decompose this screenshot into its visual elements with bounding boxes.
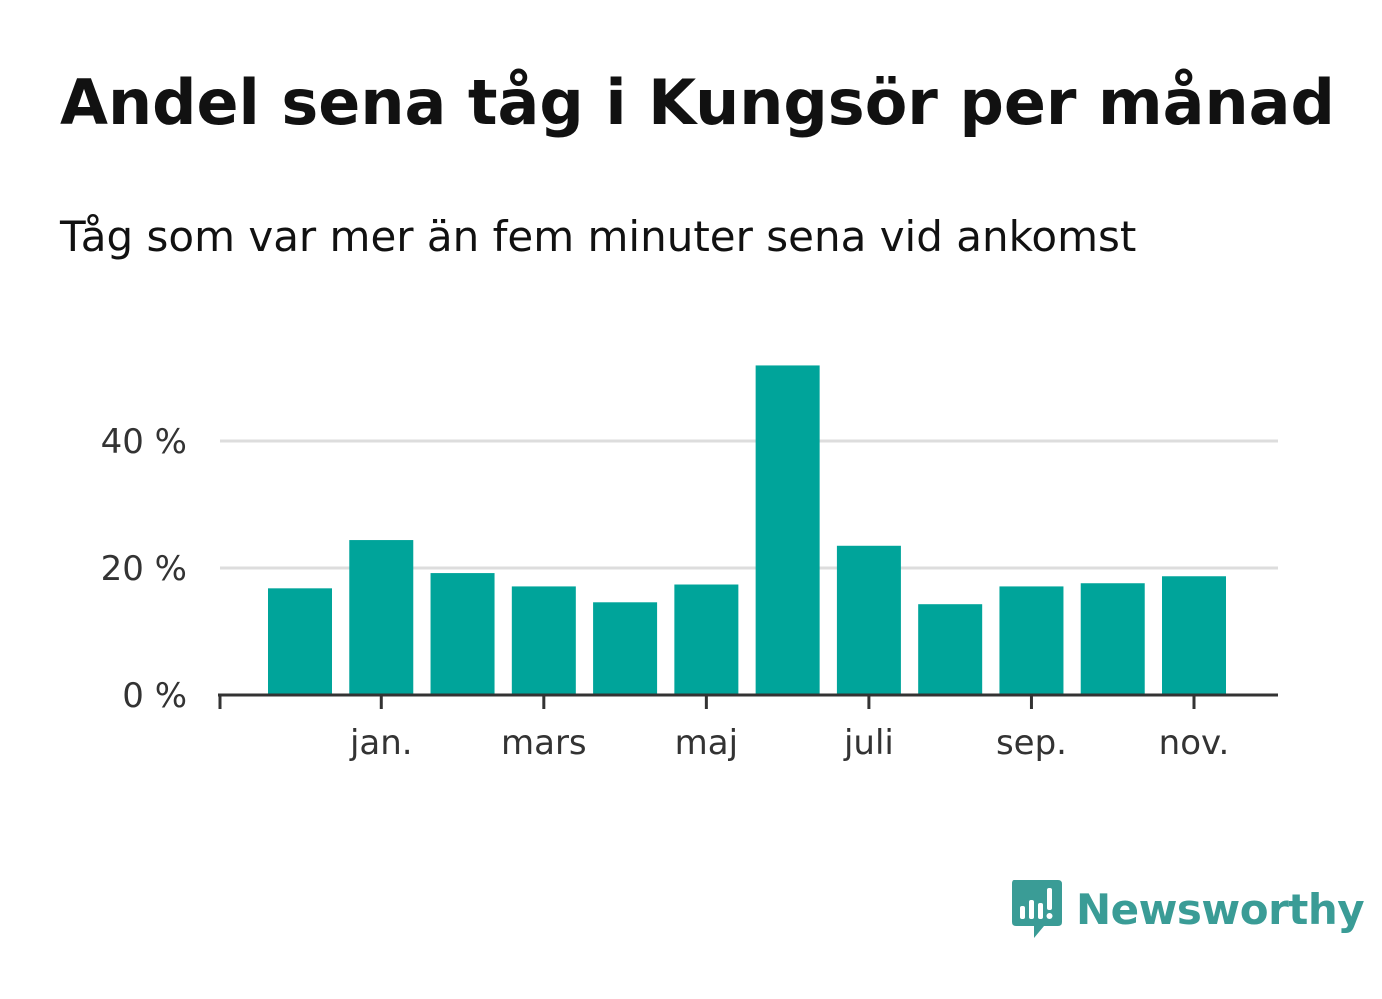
x-axis	[218, 693, 1278, 709]
bar	[349, 540, 414, 695]
newsworthy-chart-bubble-icon	[1012, 880, 1062, 938]
x-tick-label: nov.	[1159, 723, 1230, 763]
x-tick-label: maj	[675, 723, 738, 763]
x-tick-label: jan.	[349, 723, 413, 763]
x-tick-label: sep.	[996, 723, 1067, 763]
chart-title: Andel sena tåg i Kungsör per månad	[60, 66, 1335, 139]
newsworthy-logo: Newsworthy	[1010, 878, 1365, 940]
y-tick-label: 40 %	[101, 422, 187, 462]
bar	[268, 588, 332, 695]
x-tick-label: juli	[843, 723, 894, 763]
bar	[674, 584, 739, 695]
bar	[999, 586, 1064, 695]
bar	[593, 602, 658, 695]
bar	[755, 365, 820, 695]
bar	[1162, 576, 1226, 695]
logo-text: Newsworthy	[1076, 884, 1365, 934]
bar	[511, 586, 576, 695]
y-tick-label: 0 %	[122, 676, 187, 716]
bar	[430, 573, 495, 695]
x-tick-label: mars	[501, 723, 587, 763]
bars	[268, 365, 1226, 695]
bar	[836, 545, 901, 695]
x-tick-labels: jan. mars maj juli sep. nov.	[349, 723, 1229, 763]
bar	[1080, 583, 1145, 695]
y-tick-labels: 0 % 20 % 40 %	[101, 422, 187, 716]
bar	[918, 604, 983, 695]
chart-subtitle: Tåg som var mer än fem minuter sena vid …	[60, 212, 1137, 261]
y-tick-label: 20 %	[101, 549, 187, 589]
